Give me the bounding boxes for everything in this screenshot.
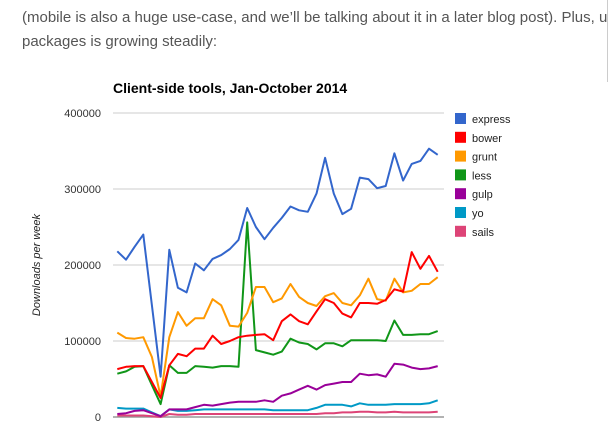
page-edge-divider xyxy=(607,0,608,82)
legend-label: grunt xyxy=(472,152,497,164)
legend-label: sails xyxy=(472,227,495,239)
legend-label: less xyxy=(472,170,492,182)
series-line-express xyxy=(116,147,439,378)
legend-label: gulp xyxy=(472,189,493,201)
legend-item-bower: bower xyxy=(455,131,502,145)
legend-swatch xyxy=(455,150,466,162)
legend-item-grunt: grunt xyxy=(455,150,497,164)
y-tick-label: 0 xyxy=(95,412,101,424)
legend-item-express: express xyxy=(455,113,511,126)
series-line-less xyxy=(117,221,439,406)
y-tick-label: 300000 xyxy=(64,184,101,196)
y-tick-label: 400000 xyxy=(64,108,101,120)
legend-item-sails: sails xyxy=(455,225,495,239)
legend-swatch xyxy=(455,113,466,124)
series-line-gulp xyxy=(117,362,438,418)
article-paragraph-line: (mobile is also a huge use-case, and we’… xyxy=(22,9,608,26)
series-line-bower xyxy=(117,251,439,399)
legend-item-gulp: gulp xyxy=(455,188,493,201)
legend-item-yo: yo xyxy=(455,207,484,220)
legend-label: bower xyxy=(472,133,502,145)
legend-label: express xyxy=(472,114,511,126)
legend-swatch xyxy=(455,225,466,237)
legend-label: yo xyxy=(472,208,484,220)
legend-item-less: less xyxy=(455,169,492,182)
chart-title: Client-side tools, Jan-October 2014 xyxy=(113,80,347,96)
article-paragraph-line: packages is growing steadily: xyxy=(22,33,218,50)
series-line-sails xyxy=(117,410,438,418)
legend-swatch xyxy=(455,207,466,218)
legend-swatch xyxy=(455,131,466,143)
y-tick-label: 200000 xyxy=(64,260,101,272)
y-axis-label: Downloads per week xyxy=(31,213,43,316)
legend-swatch xyxy=(455,169,466,181)
y-tick-label: 100000 xyxy=(64,336,101,348)
legend-swatch xyxy=(455,188,466,200)
